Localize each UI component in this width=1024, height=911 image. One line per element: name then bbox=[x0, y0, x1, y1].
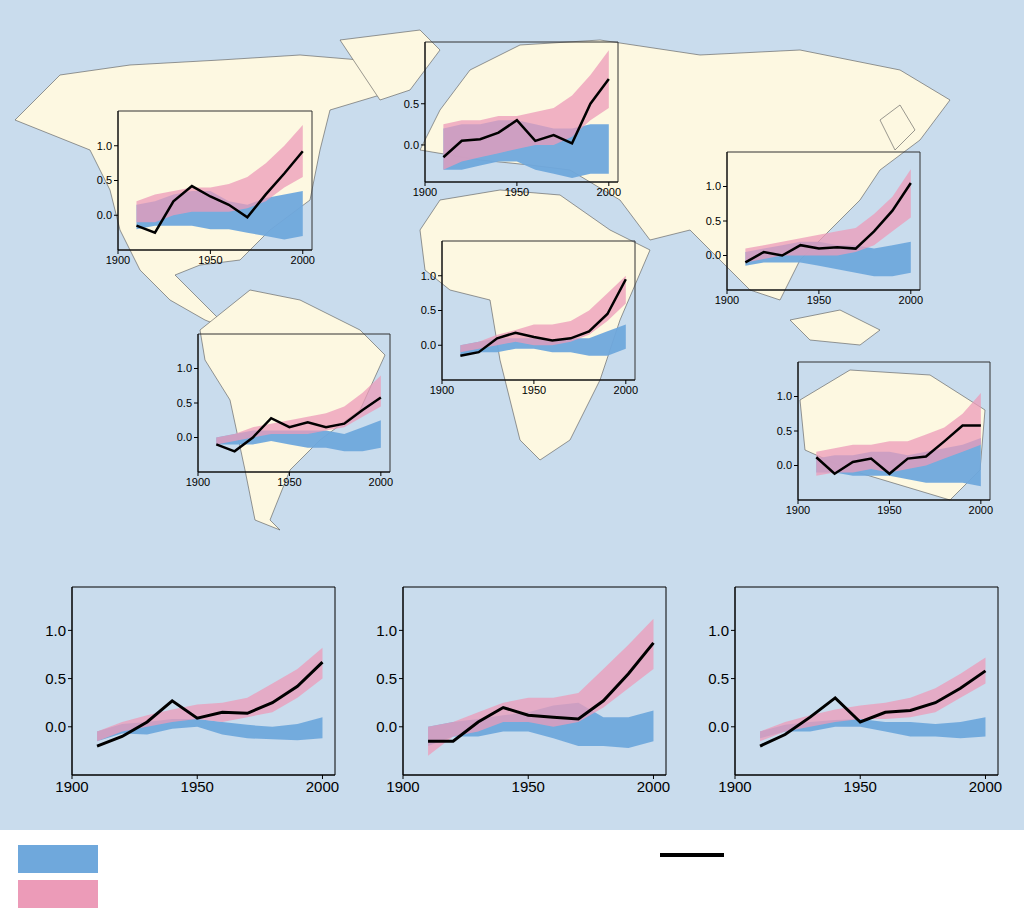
svg-text:1900: 1900 bbox=[715, 294, 739, 306]
svg-text:0.0: 0.0 bbox=[45, 718, 66, 735]
svg-text:1900: 1900 bbox=[786, 504, 810, 516]
svg-text:0.5: 0.5 bbox=[404, 98, 419, 110]
svg-text:1950: 1950 bbox=[844, 778, 877, 795]
svg-text:1.0: 1.0 bbox=[376, 622, 397, 639]
svg-text:1.0: 1.0 bbox=[708, 622, 729, 639]
svg-text:2000: 2000 bbox=[637, 778, 670, 795]
svg-text:1950: 1950 bbox=[522, 384, 546, 396]
svg-text:1950: 1950 bbox=[877, 504, 901, 516]
svg-text:1950: 1950 bbox=[807, 294, 831, 306]
svg-text:0.0: 0.0 bbox=[404, 139, 419, 151]
svg-text:1900: 1900 bbox=[106, 254, 130, 266]
svg-text:1.0: 1.0 bbox=[777, 390, 792, 402]
svg-text:1.0: 1.0 bbox=[421, 270, 436, 282]
svg-text:1900: 1900 bbox=[386, 778, 419, 795]
svg-text:0.0: 0.0 bbox=[777, 459, 792, 471]
svg-text:2000: 2000 bbox=[597, 186, 621, 198]
svg-text:1950: 1950 bbox=[512, 778, 545, 795]
svg-text:0.5: 0.5 bbox=[421, 304, 436, 316]
svg-text:1.0: 1.0 bbox=[45, 622, 66, 639]
svg-text:0.0: 0.0 bbox=[706, 249, 721, 261]
svg-text:2000: 2000 bbox=[306, 778, 339, 795]
svg-text:1950: 1950 bbox=[181, 778, 214, 795]
svg-text:2000: 2000 bbox=[899, 294, 923, 306]
svg-text:1950: 1950 bbox=[277, 476, 301, 488]
svg-text:0.0: 0.0 bbox=[177, 431, 192, 443]
svg-text:2000: 2000 bbox=[291, 254, 315, 266]
svg-text:2000: 2000 bbox=[969, 504, 993, 516]
svg-text:0.0: 0.0 bbox=[376, 718, 397, 735]
svg-text:1.0: 1.0 bbox=[177, 362, 192, 374]
svg-text:0.5: 0.5 bbox=[706, 215, 721, 227]
svg-text:1900: 1900 bbox=[413, 186, 437, 198]
svg-text:1950: 1950 bbox=[505, 186, 529, 198]
svg-text:0.0: 0.0 bbox=[708, 718, 729, 735]
svg-text:1900: 1900 bbox=[430, 384, 454, 396]
svg-text:0.0: 0.0 bbox=[97, 209, 112, 221]
svg-text:1900: 1900 bbox=[55, 778, 88, 795]
svg-text:0.5: 0.5 bbox=[45, 670, 66, 687]
svg-text:1.0: 1.0 bbox=[706, 180, 721, 192]
svg-text:1900: 1900 bbox=[718, 778, 751, 795]
svg-text:2000: 2000 bbox=[369, 476, 393, 488]
svg-text:0.0: 0.0 bbox=[421, 339, 436, 351]
svg-text:1.0: 1.0 bbox=[97, 140, 112, 152]
svg-text:2000: 2000 bbox=[614, 384, 638, 396]
svg-text:0.5: 0.5 bbox=[376, 670, 397, 687]
svg-text:1900: 1900 bbox=[186, 476, 210, 488]
svg-text:2000: 2000 bbox=[969, 778, 1002, 795]
svg-text:0.5: 0.5 bbox=[777, 425, 792, 437]
svg-text:0.5: 0.5 bbox=[708, 670, 729, 687]
svg-text:0.5: 0.5 bbox=[97, 174, 112, 186]
svg-text:0.5: 0.5 bbox=[177, 397, 192, 409]
svg-text:1950: 1950 bbox=[198, 254, 222, 266]
